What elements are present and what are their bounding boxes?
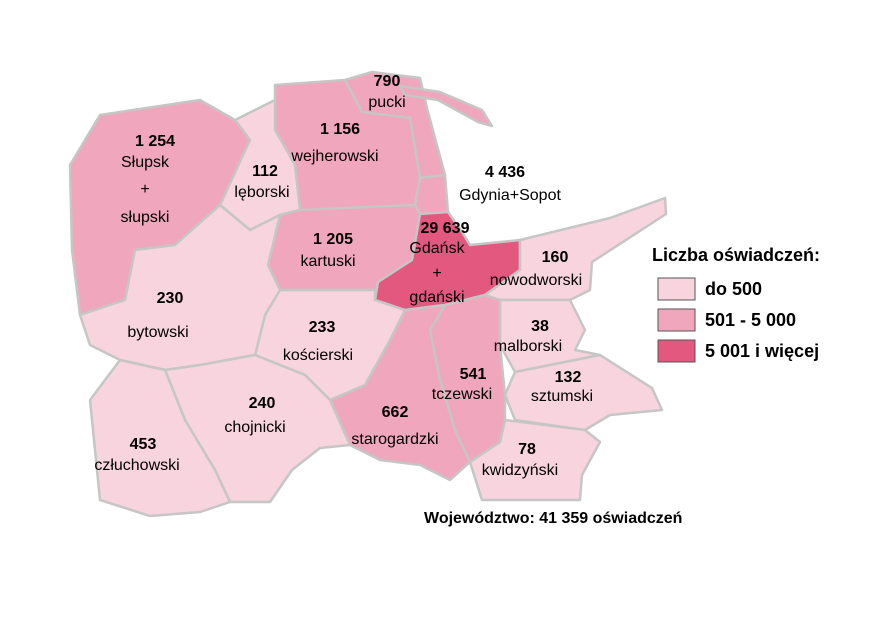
region-name: nowodworski	[490, 272, 582, 289]
legend-label: do 500	[705, 279, 762, 299]
region-value: 1 205	[313, 231, 353, 248]
legend-swatch	[657, 339, 696, 363]
region-name: Słupsk	[121, 154, 170, 171]
region-value: 132	[555, 369, 582, 386]
region-name: Gdańsk	[409, 240, 465, 257]
region-name: pucki	[368, 94, 405, 111]
region-name: Gdynia+Sopot	[459, 187, 561, 204]
region-value: 4 436	[485, 164, 525, 181]
region-name: kościerski	[283, 347, 353, 364]
region-name: malborski	[494, 338, 562, 355]
region-shape	[498, 298, 602, 374]
region-value: 38	[531, 318, 549, 335]
region-value: 233	[309, 319, 336, 336]
region-shape	[483, 196, 668, 302]
region-value: 29 639	[421, 220, 470, 237]
region-value: 453	[130, 436, 157, 453]
region-shape	[413, 173, 450, 216]
region-name: lęborski	[234, 184, 289, 201]
footer: Województwo: 41 359 oświadczeń	[424, 510, 682, 527]
region-shape	[398, 84, 494, 128]
region-name: chojnicki	[224, 419, 285, 436]
region-value: 1 156	[320, 121, 360, 138]
region-shape	[503, 353, 664, 432]
region-name: tczewski	[432, 386, 492, 403]
region-value: 662	[382, 404, 409, 421]
region-name: starogardzki	[351, 431, 438, 448]
region-name: człuchowski	[94, 457, 179, 474]
region-name: kartuski	[300, 253, 355, 270]
region-name: gdański	[409, 289, 464, 306]
region-value: 112	[252, 163, 278, 180]
legend-swatch	[657, 277, 696, 301]
legend-label: 501 - 5 000	[705, 310, 796, 330]
region-value: 1 254	[135, 133, 175, 150]
region-value: 230	[157, 290, 184, 307]
legend-title: Liczba oświadczeń:	[652, 245, 820, 265]
region-name: kwidzyński	[482, 462, 558, 479]
region-name: +	[140, 181, 149, 198]
region-value: 790	[374, 73, 401, 90]
region-value: 240	[249, 395, 276, 412]
legend-label: 5 001 i więcej	[705, 341, 819, 361]
region-value: 160	[542, 249, 569, 266]
legend-swatch	[657, 308, 696, 332]
region-shape	[88, 358, 232, 518]
regions	[68, 70, 668, 518]
region-value: 78	[518, 441, 536, 458]
region-value: 541	[460, 366, 487, 383]
region-name: bytowski	[127, 324, 188, 341]
region-name: słupski	[121, 209, 170, 226]
region-name: sztumski	[531, 388, 593, 405]
region-name: +	[432, 265, 441, 282]
region-name: wejherowski	[290, 148, 378, 165]
region-labels: 790 pucki 1 156 wejherowski 112 lęborski 1 254…	[94, 73, 593, 479]
